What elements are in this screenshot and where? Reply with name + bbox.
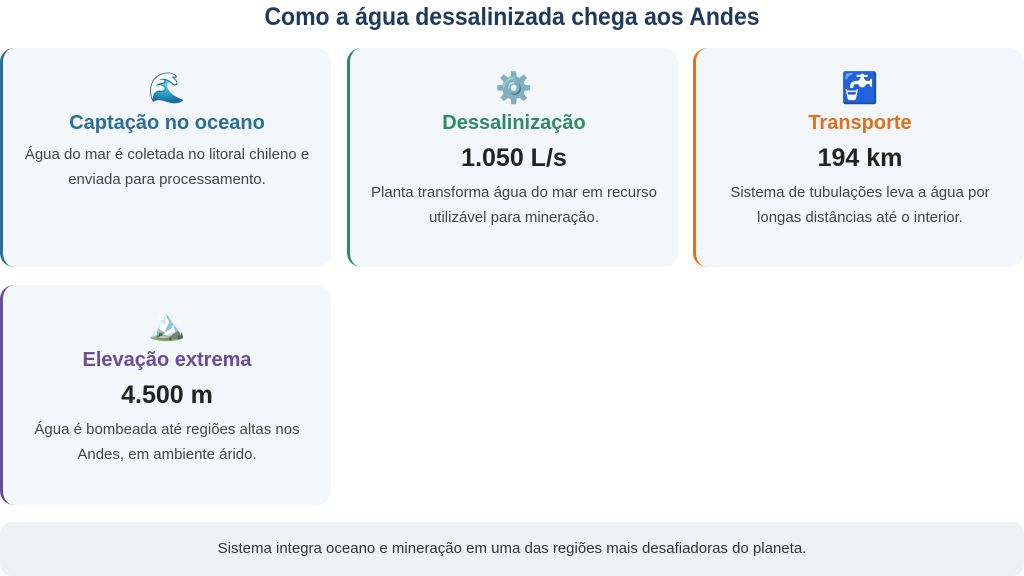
card-captacao: 🌊 Captação no oceano Água do mar é colet… bbox=[0, 48, 331, 267]
potable-water-icon: 🚰 bbox=[841, 72, 879, 105]
card-title: Transporte bbox=[808, 112, 912, 134]
card-value: 4.500 m bbox=[121, 381, 213, 409]
card-transporte: 🚰 Transporte 194 km Sistema de tubulaçõe… bbox=[693, 48, 1024, 267]
card-title: Captação no oceano bbox=[69, 112, 265, 134]
card-elevacao: 🏔️ Elevação extrema 4.500 m Água é bombe… bbox=[0, 285, 331, 505]
footer-note: Sistema integra oceano e mineração em um… bbox=[0, 522, 1024, 576]
card-description: Planta transforma água do mar em recurso… bbox=[371, 184, 657, 226]
card-value: 1.050 L/s bbox=[461, 144, 567, 172]
card-dessalinizacao: ⚙️ Dessalinização 1.050 L/s Planta trans… bbox=[347, 48, 678, 267]
card-description: Água é bombeada até regiões altas nos An… bbox=[34, 421, 300, 463]
card-description: Sistema de tubulações leva a água por lo… bbox=[730, 184, 990, 226]
water-wave-icon: 🌊 bbox=[148, 72, 186, 105]
card-title: Elevação extrema bbox=[82, 349, 252, 371]
card-description: Água do mar é coletada no litoral chilen… bbox=[24, 146, 310, 188]
card-title: Dessalinização bbox=[442, 112, 586, 134]
gear-icon: ⚙️ bbox=[495, 72, 533, 105]
card-value: 194 km bbox=[817, 144, 903, 172]
mountain-icon: 🏔️ bbox=[148, 309, 186, 342]
page-title: Como a água dessalinizada chega aos Ande… bbox=[264, 3, 760, 31]
